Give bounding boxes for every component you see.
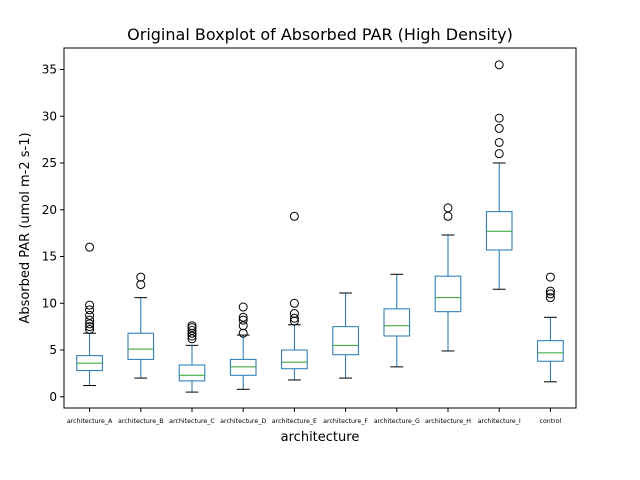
box-architecture_H bbox=[434, 203, 462, 352]
y-tick-label: 20 bbox=[42, 203, 57, 217]
outlier-point bbox=[545, 272, 555, 282]
outlier-point bbox=[289, 316, 299, 326]
chart-marks bbox=[76, 60, 564, 393]
x-tick-label: architecture_G bbox=[374, 418, 420, 425]
outlier-point bbox=[238, 302, 248, 312]
outlier-point bbox=[187, 325, 197, 335]
box-architecture_D bbox=[229, 302, 257, 390]
outlier-point bbox=[85, 242, 95, 252]
outlier-point bbox=[545, 286, 555, 296]
outlier-point bbox=[136, 272, 146, 282]
outlier-point bbox=[238, 328, 248, 338]
box-architecture_A bbox=[76, 242, 103, 387]
outlier-point bbox=[494, 113, 504, 123]
y-tick-label: 30 bbox=[42, 109, 57, 123]
box-architecture_G bbox=[383, 273, 411, 368]
x-tick-label: architecture_A bbox=[67, 418, 113, 425]
x-tick-label: architecture_F bbox=[323, 418, 368, 425]
outlier-point bbox=[136, 280, 146, 290]
box-architecture_E bbox=[281, 211, 308, 381]
x-tick-label: architecture_H bbox=[425, 418, 471, 425]
box-architecture_F bbox=[332, 292, 359, 379]
outlier-point bbox=[85, 310, 95, 320]
outlier-point bbox=[85, 315, 95, 325]
outlier-point bbox=[85, 324, 95, 334]
x-tick-label: architecture_C bbox=[169, 418, 215, 425]
y-tick-label: 10 bbox=[42, 296, 57, 310]
x-axis-label: architecture bbox=[281, 430, 360, 445]
iqr-box bbox=[434, 275, 462, 313]
outlier-point bbox=[187, 321, 197, 331]
y-axis-label: Absorbed PAR (umol m-2 s-1) bbox=[18, 132, 33, 323]
x-axis: architecture_A architecture_B architecture… bbox=[67, 408, 562, 425]
outlier-point bbox=[289, 309, 299, 319]
iqr-box bbox=[332, 326, 359, 356]
outlier-point bbox=[289, 298, 299, 308]
iqr-box bbox=[537, 340, 564, 362]
outlier-point bbox=[443, 203, 453, 213]
iqr-box bbox=[178, 364, 206, 382]
outlier-point bbox=[494, 149, 504, 159]
y-tick-label: 35 bbox=[42, 63, 57, 77]
x-tick-label: architecture_I bbox=[478, 418, 521, 425]
outlier-point bbox=[238, 312, 248, 322]
box-architecture_I bbox=[485, 60, 513, 290]
outlier-point bbox=[545, 293, 555, 303]
y-tick-label: 25 bbox=[42, 156, 57, 170]
y-tick-label: 5 bbox=[49, 343, 57, 357]
iqr-box bbox=[127, 332, 155, 360]
outlier-point bbox=[85, 322, 95, 332]
outlier-point bbox=[289, 313, 299, 323]
outlier-point bbox=[494, 123, 504, 133]
outlier-point bbox=[494, 137, 504, 147]
outlier-point bbox=[85, 300, 95, 310]
box-architecture_C bbox=[178, 321, 206, 393]
y-tick-label: 0 bbox=[49, 390, 57, 404]
x-tick-label: architecture_B bbox=[118, 418, 164, 425]
y-tick-label: 15 bbox=[42, 250, 57, 264]
outlier-point bbox=[85, 305, 95, 315]
outlier-point bbox=[238, 315, 248, 325]
x-tick-label: architecture_E bbox=[272, 418, 317, 425]
box-architecture_B bbox=[127, 272, 155, 379]
plot-area-frame bbox=[63, 47, 577, 409]
chart-title: Original Boxplot of Absorbed PAR (High D… bbox=[127, 25, 513, 44]
outlier-point bbox=[187, 328, 197, 338]
iqr-box bbox=[383, 308, 411, 337]
outlier-point bbox=[494, 60, 504, 70]
outlier-point bbox=[289, 211, 299, 221]
x-tick-label: control bbox=[539, 418, 561, 425]
iqr-box bbox=[281, 349, 308, 370]
box-control bbox=[537, 272, 564, 383]
outlier-point bbox=[545, 289, 555, 299]
x-tick-label: architecture_D bbox=[220, 418, 266, 425]
y-axis: 0 5 10 15 20 25 30 35 bbox=[42, 63, 64, 404]
